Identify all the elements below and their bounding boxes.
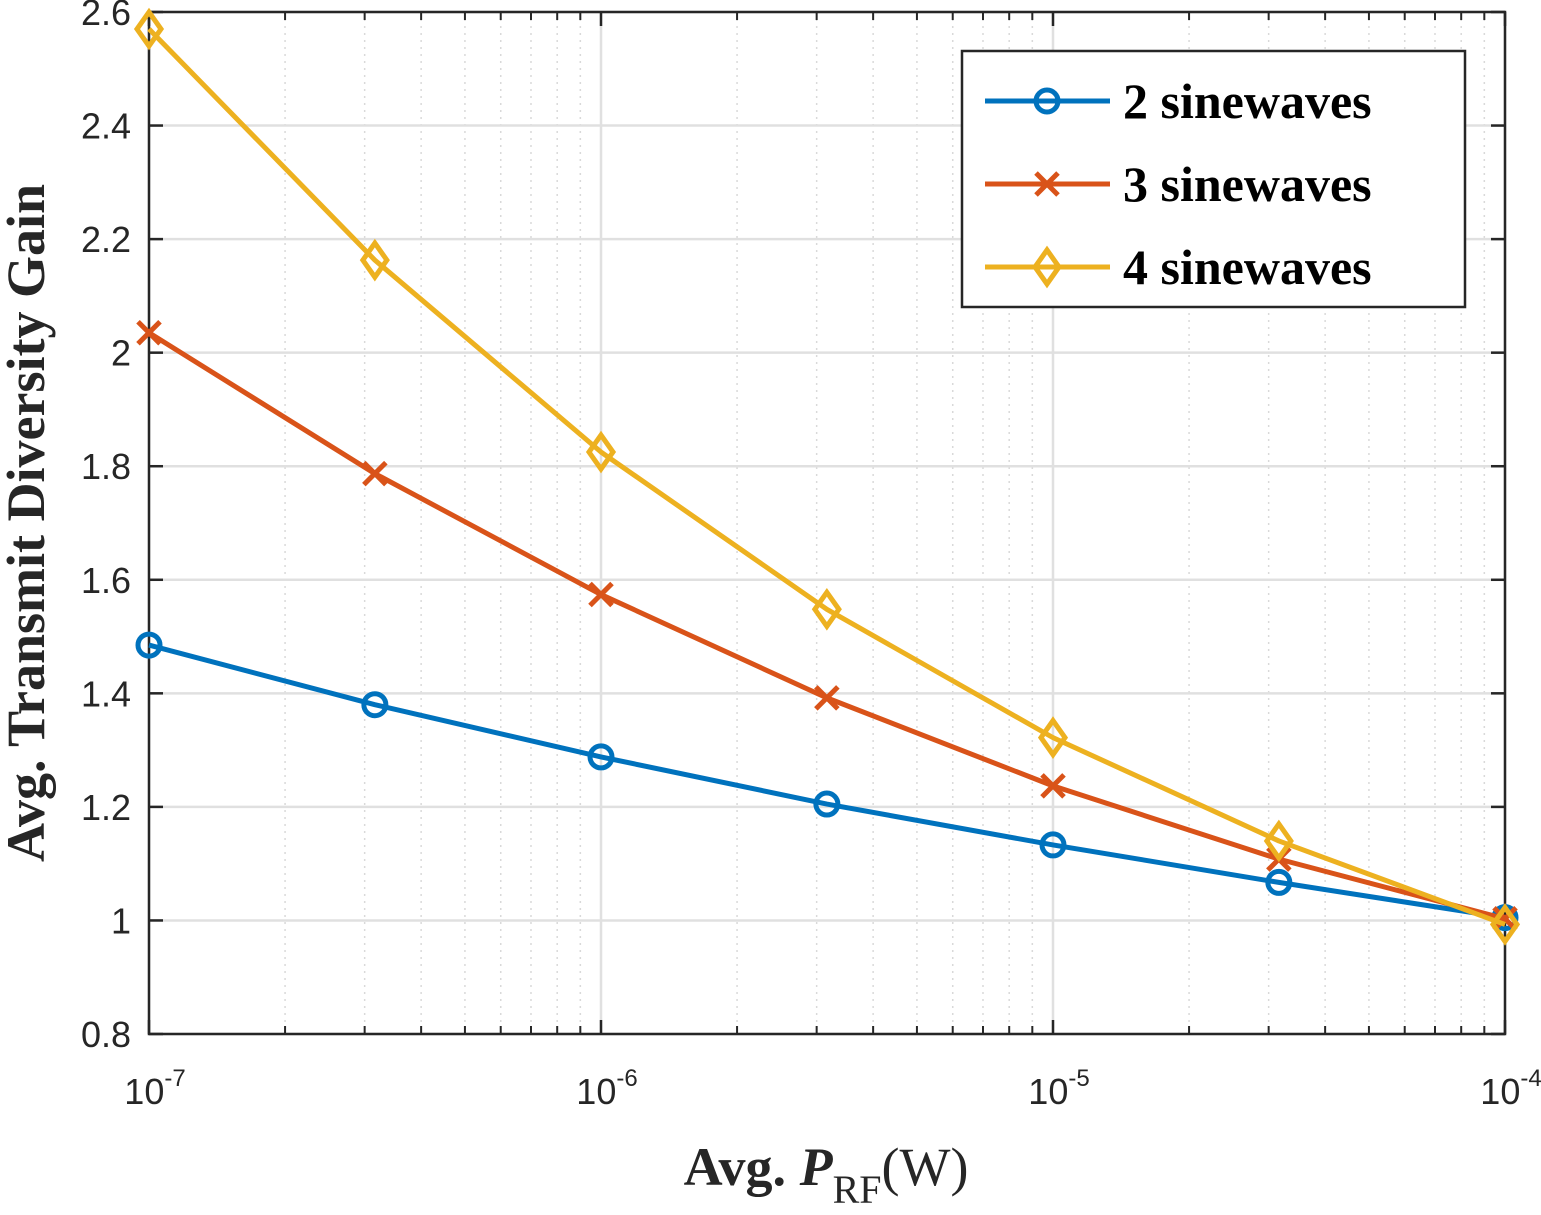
- y-tick-label: 2.4: [81, 106, 131, 147]
- series-1: [135, 631, 1519, 932]
- x-tick-label: 10-5: [1028, 1065, 1089, 1112]
- data-point: [811, 587, 842, 631]
- legend-label: 3 sinewaves: [1123, 156, 1372, 212]
- legend-entry: 3 sinewaves: [985, 156, 1372, 212]
- plot-area-frame: [147, 10, 1507, 1036]
- data-point: [362, 460, 388, 487]
- data-point: [814, 685, 840, 711]
- y-tick-label: 1: [111, 900, 131, 941]
- x-tick-label: 10-6: [576, 1065, 637, 1112]
- legend-label: 2 sinewaves: [1123, 73, 1372, 129]
- data-point: [1037, 716, 1069, 759]
- data-point: [585, 430, 617, 474]
- y-tick-label: 2.6: [81, 0, 131, 33]
- y-tick-label: 0.8: [81, 1014, 131, 1055]
- y-tick-label: 1.6: [81, 560, 131, 601]
- x-tick-label: 10-4: [1480, 1065, 1541, 1112]
- data-point: [135, 631, 163, 659]
- y-tick-label: 1.4: [81, 673, 131, 714]
- data-point: [1263, 819, 1294, 863]
- data-point: [1489, 903, 1521, 946]
- y-tick-label: 2: [111, 333, 131, 374]
- data-point: [361, 691, 389, 719]
- data-point: [1039, 831, 1067, 859]
- data-point: [813, 790, 841, 818]
- legend-swatch-marker: [1034, 171, 1060, 197]
- legend-box: [960, 49, 1467, 309]
- data-series: [133, 7, 1521, 946]
- series-3: [133, 7, 1521, 946]
- legend-entry: 2 sinewaves: [985, 73, 1372, 129]
- legend-entry: 4 sinewaves: [985, 239, 1372, 295]
- x-axis-title: Avg. PRF(W): [684, 1137, 969, 1212]
- data-point: [136, 320, 162, 346]
- y-tick-label: 1.2: [81, 787, 131, 828]
- y-axis-title: Avg. Transmit Diversity Gain: [0, 184, 56, 862]
- data-point: [1040, 773, 1066, 799]
- series-line: [147, 27, 1506, 927]
- data-point: [133, 7, 165, 51]
- legend-swatch-marker: [1033, 87, 1061, 115]
- series-line: [148, 642, 1506, 921]
- legend: 2 sinewaves 3 sinewaves 4 sinewaves: [960, 49, 1467, 309]
- data-point: [359, 238, 390, 282]
- data-point: [1492, 905, 1518, 932]
- x-tick-labels: 10-7 10-6 10-5 10-4: [124, 1065, 1541, 1112]
- y-tick-label: 1.8: [81, 446, 131, 487]
- y-tick-labels: 0.8 1 1.2 1.4 1.6 1.8 2 2.2 2.4 2.6: [81, 0, 131, 1055]
- legend-label: 4 sinewaves: [1123, 239, 1372, 295]
- x-tick-label: 10-7: [124, 1065, 185, 1112]
- y-tick-label: 2.2: [81, 219, 131, 260]
- axis-ticks: [147, 10, 1507, 1036]
- data-point: [587, 743, 615, 771]
- data-point: [1265, 868, 1293, 896]
- data-point: [588, 581, 614, 608]
- legend-swatch-marker: [1031, 245, 1063, 289]
